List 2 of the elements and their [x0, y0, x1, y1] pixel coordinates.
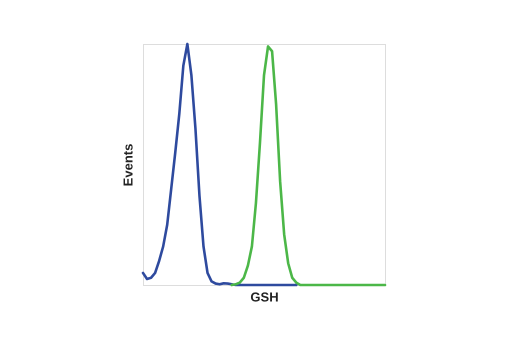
- y-axis-title: Events: [120, 144, 136, 186]
- x-axis-title: GSH: [250, 290, 279, 304]
